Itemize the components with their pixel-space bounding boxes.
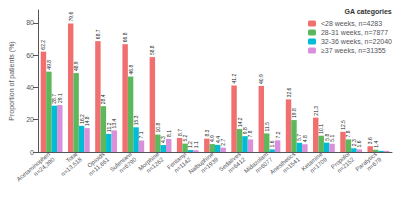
svg-text:5.7: 5.7 (296, 133, 303, 141)
svg-text:5.1: 5.1 (329, 135, 335, 142)
svg-text:49.8: 49.8 (46, 60, 52, 70)
svg-text:66.8: 66.8 (122, 32, 128, 42)
svg-text:7.8: 7.8 (247, 130, 253, 137)
svg-text:80: 80 (26, 19, 34, 26)
svg-text:28.4: 28.4 (100, 94, 106, 104)
svg-text:46.8: 46.8 (128, 65, 134, 75)
svg-text:68.7: 68.7 (95, 29, 101, 39)
svg-text:41.2: 41.2 (231, 74, 237, 84)
svg-text:n=1142: n=1142 (173, 156, 192, 174)
svg-text:29.1: 29.1 (57, 93, 63, 103)
svg-text:58.8: 58.8 (149, 45, 155, 55)
svg-text:1.1: 1.1 (193, 141, 199, 148)
svg-text:1.4: 1.4 (373, 141, 379, 148)
svg-text:≥37 weeks, n=31355: ≥37 weeks, n=31355 (321, 47, 386, 54)
svg-text:11.5: 11.5 (264, 122, 270, 132)
svg-text:9.8: 9.8 (242, 127, 248, 135)
svg-text:n=6790: n=6790 (118, 156, 138, 174)
svg-text:14.2: 14.2 (237, 117, 243, 127)
svg-text:8.7: 8.7 (176, 129, 183, 136)
svg-text:10.1: 10.1 (318, 124, 324, 134)
svg-text:Nalbuphine: Nalbuphine (187, 151, 215, 176)
svg-text:79.6: 79.6 (68, 12, 74, 22)
svg-text:4.4: 4.4 (214, 135, 221, 143)
svg-text:Sedatives: Sedatives (217, 151, 242, 173)
svg-text:1.2: 1.2 (187, 141, 194, 149)
svg-text:7.2: 7.2 (275, 131, 281, 138)
svg-text:21.3: 21.3 (313, 106, 319, 116)
svg-text:60: 60 (26, 52, 34, 59)
svg-text:Ketamine: Ketamine (300, 151, 324, 172)
svg-text:12.5: 12.5 (340, 120, 346, 130)
svg-text:2.3: 2.3 (350, 139, 357, 147)
svg-text:Fentanyl: Fentanyl (166, 151, 188, 171)
svg-text:Sufentanil: Sufentanil (108, 151, 133, 173)
svg-text:n=13,518: n=13,518 (60, 156, 84, 177)
svg-text:11.2: 11.2 (105, 122, 112, 132)
svg-text:3.6: 3.6 (367, 137, 374, 145)
svg-text:19.8: 19.8 (291, 108, 297, 118)
svg-text:5.8: 5.8 (323, 133, 330, 141)
svg-text:0: 0 (30, 149, 34, 156)
svg-text:13.4: 13.4 (111, 118, 117, 128)
svg-text:n=1262: n=1262 (145, 156, 165, 174)
svg-text:Propofol: Propofol (329, 151, 351, 170)
svg-text:Opioids: Opioids (86, 151, 106, 169)
svg-text:32-36 weeks, n=22040: 32-36 weeks, n=22040 (321, 38, 392, 45)
svg-text:1.6: 1.6 (269, 140, 275, 147)
svg-text:<28 weeks, n=4283: <28 weeks, n=4283 (321, 20, 382, 27)
svg-text:10.8: 10.8 (155, 123, 161, 133)
svg-text:1.6: 1.6 (356, 140, 362, 147)
svg-text:n=1541: n=1541 (282, 156, 302, 174)
svg-text:2.7: 2.7 (220, 138, 226, 145)
svg-text:8.1: 8.1 (166, 130, 172, 137)
svg-text:16.2: 16.2 (78, 114, 85, 124)
svg-text:32.6: 32.6 (286, 87, 292, 97)
svg-text:n=11,661: n=11,661 (87, 156, 110, 177)
svg-text:n=1709: n=1709 (309, 156, 329, 174)
svg-text:Anesthetics: Anesthetics (268, 151, 297, 176)
svg-text:7.1: 7.1 (138, 131, 144, 138)
svg-text:n=1939: n=1939 (200, 156, 220, 174)
svg-text:4.3: 4.3 (160, 136, 167, 144)
svg-text:62.2: 62.2 (40, 40, 46, 50)
svg-text:7.8: 7.8 (345, 130, 351, 137)
svg-text:Total: Total (64, 151, 79, 164)
svg-text:Midazolam: Midazolam (243, 151, 270, 175)
svg-text:14.8: 14.8 (84, 116, 90, 126)
svg-text:20: 20 (26, 116, 34, 123)
svg-text:4.8: 4.8 (302, 135, 308, 142)
svg-text:Proportion of patients (%): Proportion of patients (%) (8, 41, 16, 120)
svg-text:n=2152: n=2152 (336, 156, 356, 174)
svg-text:n=6077: n=6077 (254, 156, 274, 174)
svg-text:4.9: 4.9 (209, 135, 216, 143)
svg-text:GA categories: GA categories (345, 8, 392, 16)
svg-text:n=24,390: n=24,390 (33, 156, 57, 177)
svg-text:48.9: 48.9 (73, 61, 79, 71)
svg-text:28-31 weeks, n=7877: 28-31 weeks, n=7877 (321, 29, 388, 36)
svg-text:Paralytics: Paralytics (354, 151, 379, 173)
svg-text:5.2: 5.2 (182, 134, 188, 141)
svg-text:40: 40 (26, 84, 34, 91)
svg-text:Acetaminophen: Acetaminophen (15, 151, 52, 183)
svg-text:28.7: 28.7 (51, 94, 58, 104)
svg-text:40.9: 40.9 (258, 74, 264, 84)
svg-text:15.3: 15.3 (133, 115, 139, 125)
svg-text:Morphine: Morphine (137, 151, 161, 172)
svg-text:n=6412: n=6412 (227, 156, 247, 174)
svg-text:n=679: n=679 (366, 156, 383, 172)
svg-text:8.3: 8.3 (203, 129, 210, 137)
